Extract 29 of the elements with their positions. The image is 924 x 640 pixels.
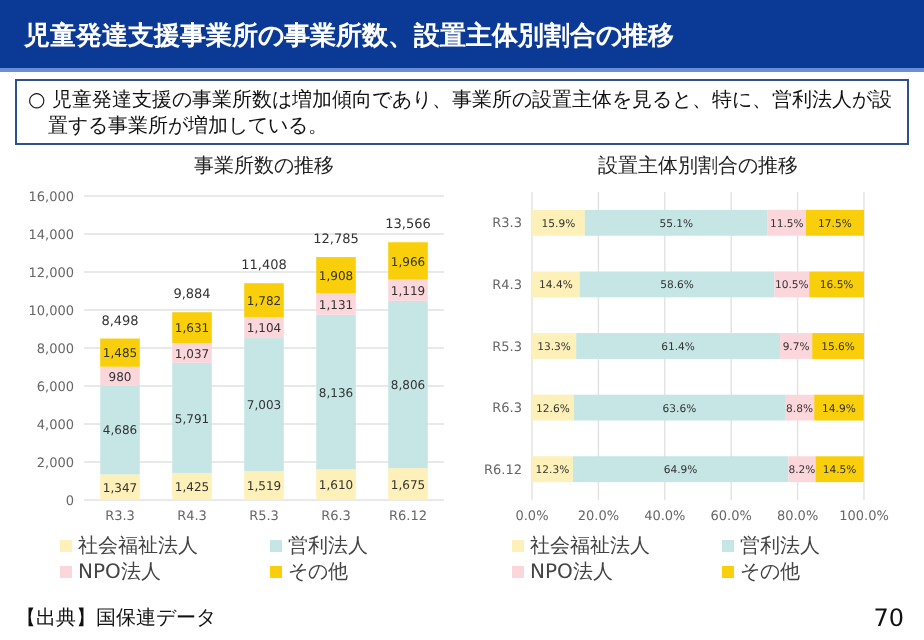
bar [172,362,212,473]
bar [316,469,356,500]
bar [388,300,428,469]
chart-title: 事業所数の推移 [194,154,334,178]
bar [814,394,864,421]
chart-title: 設置主体別割合の推移 [598,154,798,178]
bar [100,385,140,475]
bar [572,456,789,483]
bar [244,338,284,472]
bar [584,209,768,236]
legend-label: 社会福祉法人 [78,534,198,558]
text: ○ 児童発達支援の事業所数は増加傾向であり、事業所の設置主体を見ると、特に、営利法人が設置する事業所が増加している。 [28,88,892,138]
legend-label: 営利法人 [288,534,368,558]
bar [573,394,785,421]
bar [579,271,775,298]
text: 70 [873,604,904,632]
legend-label: 営利法人 [740,534,820,558]
bar [388,242,428,280]
legend-label: 社会福祉法人 [530,534,650,558]
bar [576,333,780,359]
text: 【出典】国保連データ [16,606,216,630]
legend-label: NPO法人 [530,560,613,584]
bar [316,314,356,470]
text: 児童発達支援事業所の事業所数、設置主体別割合の推移 [22,20,674,52]
legend-label: その他 [288,560,348,584]
bar [805,209,864,236]
bar [244,283,284,318]
legend-label: その他 [740,560,800,584]
legend-label: NPO法人 [78,560,161,584]
